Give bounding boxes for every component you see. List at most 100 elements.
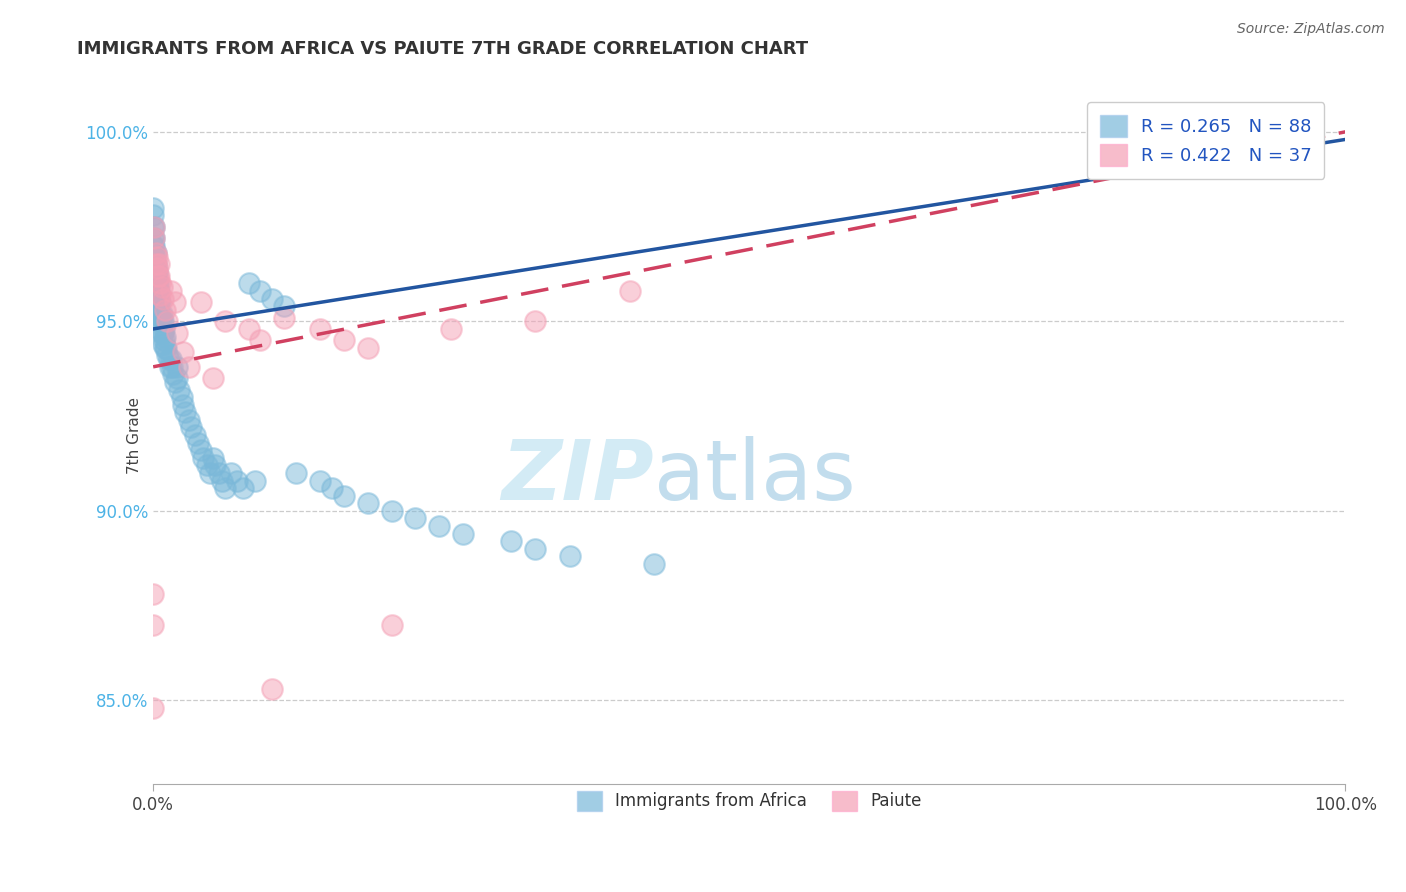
Point (155, 341, 177, 355)
Point (309, 474, 332, 488)
Point (204, 458, 226, 473)
Point (156, 348, 179, 362)
Point (146, 268, 169, 283)
Point (142, 231, 165, 245)
Point (157, 352, 180, 367)
Point (156, 314, 179, 328)
Point (238, 277, 260, 291)
Point (200, 466, 222, 480)
Point (146, 307, 169, 321)
Point (523, 314, 546, 328)
Point (153, 341, 176, 355)
Point (148, 295, 170, 310)
Point (142, 208, 165, 222)
Point (142, 201, 165, 215)
Point (232, 481, 254, 495)
Point (159, 359, 181, 374)
Point (162, 368, 184, 382)
Point (150, 326, 173, 340)
Point (619, 284, 641, 298)
Point (143, 258, 166, 272)
Point (163, 375, 186, 389)
Point (170, 390, 193, 404)
Point (150, 280, 173, 294)
Point (238, 322, 260, 336)
Point (148, 307, 170, 321)
Point (243, 474, 266, 488)
Point (214, 481, 236, 495)
Point (145, 258, 167, 272)
Point (523, 541, 546, 556)
Point (451, 526, 474, 541)
Point (153, 303, 176, 318)
Point (187, 435, 209, 450)
Point (146, 288, 169, 302)
Point (153, 322, 176, 336)
Point (143, 219, 166, 234)
Point (163, 295, 186, 310)
Point (249, 284, 271, 298)
Point (149, 314, 172, 328)
Point (152, 292, 174, 306)
Point (142, 701, 165, 715)
Point (440, 322, 463, 336)
Point (153, 333, 176, 347)
Point (149, 288, 172, 302)
Point (149, 277, 172, 291)
Point (249, 333, 271, 347)
Text: Source: ZipAtlas.com: Source: ZipAtlas.com (1237, 22, 1385, 37)
Point (142, 617, 165, 632)
Point (190, 295, 212, 310)
Point (145, 277, 167, 291)
Point (193, 450, 215, 465)
Point (166, 359, 188, 374)
Text: IMMIGRANTS FROM AFRICA VS PAIUTE 7TH GRADE CORRELATION CHART: IMMIGRANTS FROM AFRICA VS PAIUTE 7TH GRA… (77, 40, 808, 58)
Point (146, 295, 169, 310)
Point (143, 246, 166, 260)
Point (166, 371, 188, 385)
Point (142, 238, 165, 252)
Point (143, 219, 166, 234)
Point (195, 458, 218, 473)
Point (211, 474, 233, 488)
Point (273, 299, 295, 313)
Point (262, 292, 284, 306)
Text: ZIP: ZIP (502, 436, 654, 517)
Point (643, 557, 665, 571)
Point (499, 534, 522, 549)
Point (208, 466, 231, 480)
Point (145, 307, 167, 321)
Point (150, 307, 173, 321)
Point (273, 310, 295, 325)
Point (142, 246, 165, 260)
Point (145, 250, 167, 264)
Point (333, 333, 356, 347)
Point (201, 450, 224, 465)
Point (142, 219, 165, 234)
Point (145, 261, 167, 276)
Point (145, 258, 167, 272)
Y-axis label: 7th Grade: 7th Grade (127, 397, 142, 474)
Point (160, 352, 183, 367)
Point (381, 617, 404, 632)
Point (142, 587, 165, 601)
Point (148, 284, 170, 298)
Point (177, 413, 200, 427)
Point (149, 307, 172, 321)
Point (560, 549, 582, 564)
Point (333, 489, 356, 503)
Point (143, 231, 166, 245)
Point (381, 504, 404, 518)
Point (143, 238, 166, 252)
Point (149, 295, 172, 310)
Point (152, 314, 174, 328)
Point (150, 314, 173, 328)
Point (148, 268, 170, 283)
Point (225, 474, 247, 488)
Point (427, 519, 450, 533)
Point (143, 231, 166, 245)
Point (201, 371, 224, 385)
Point (145, 295, 167, 310)
Point (172, 398, 194, 412)
Point (153, 329, 176, 343)
